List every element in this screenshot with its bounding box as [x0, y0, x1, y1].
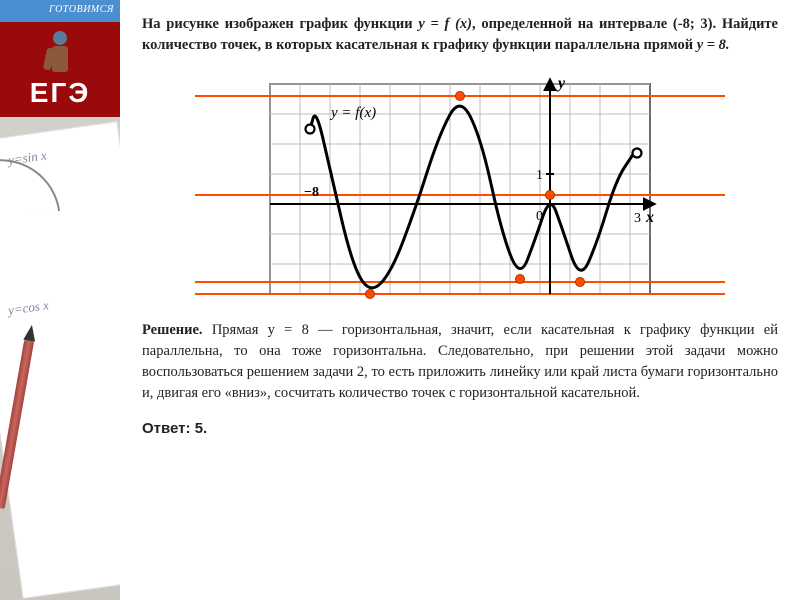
- ege-badge: ЕГЭ: [0, 22, 120, 117]
- svg-text:0: 0: [536, 209, 543, 224]
- problem-statement: На рисунке изображен график функции y = …: [142, 14, 778, 56]
- function-graph: y x 0 1 −8 3 y = f(x): [190, 74, 730, 304]
- content-area: На рисунке изображен график функции y = …: [120, 0, 800, 600]
- svg-text:x: x: [645, 209, 654, 226]
- ege-title: ЕГЭ: [30, 77, 90, 109]
- badge-top-label: ГОТОВИМСЯ: [49, 4, 114, 15]
- badge-top-strip: ГОТОВИМСЯ: [0, 0, 120, 22]
- svg-text:y = f(x): y = f(x): [329, 105, 376, 121]
- problem-fn: y = f (x): [418, 16, 472, 32]
- svg-text:3: 3: [634, 211, 641, 226]
- answer-value: 5.: [195, 420, 208, 437]
- solution-body: Прямая y = 8 — горизонтальная, значит, е…: [142, 322, 778, 401]
- problem-line-eq: y = 8.: [697, 37, 730, 53]
- problem-lead: На рисунке изображен график функции: [142, 16, 418, 32]
- answer-line: Ответ: 5.: [142, 420, 778, 437]
- solution-text: Решение. Прямая y = 8 — горизонтальная, …: [142, 320, 778, 404]
- pencil-icon: [0, 340, 34, 509]
- svg-text:1: 1: [536, 168, 543, 183]
- page: ГОТОВИМСЯ ЕГЭ y=sin x y=cos x На рисунке…: [0, 0, 800, 600]
- graph-container: y x 0 1 −8 3 y = f(x): [142, 74, 778, 304]
- sidebar-decoration: ГОТОВИМСЯ ЕГЭ y=sin x y=cos x: [0, 0, 120, 600]
- solution-head: Решение.: [142, 322, 203, 338]
- answer-label: Ответ:: [142, 420, 195, 437]
- svg-text:−8: −8: [304, 185, 319, 200]
- svg-text:y: y: [556, 75, 566, 92]
- paper-decoration: [0, 121, 120, 599]
- person-icon: [40, 28, 80, 76]
